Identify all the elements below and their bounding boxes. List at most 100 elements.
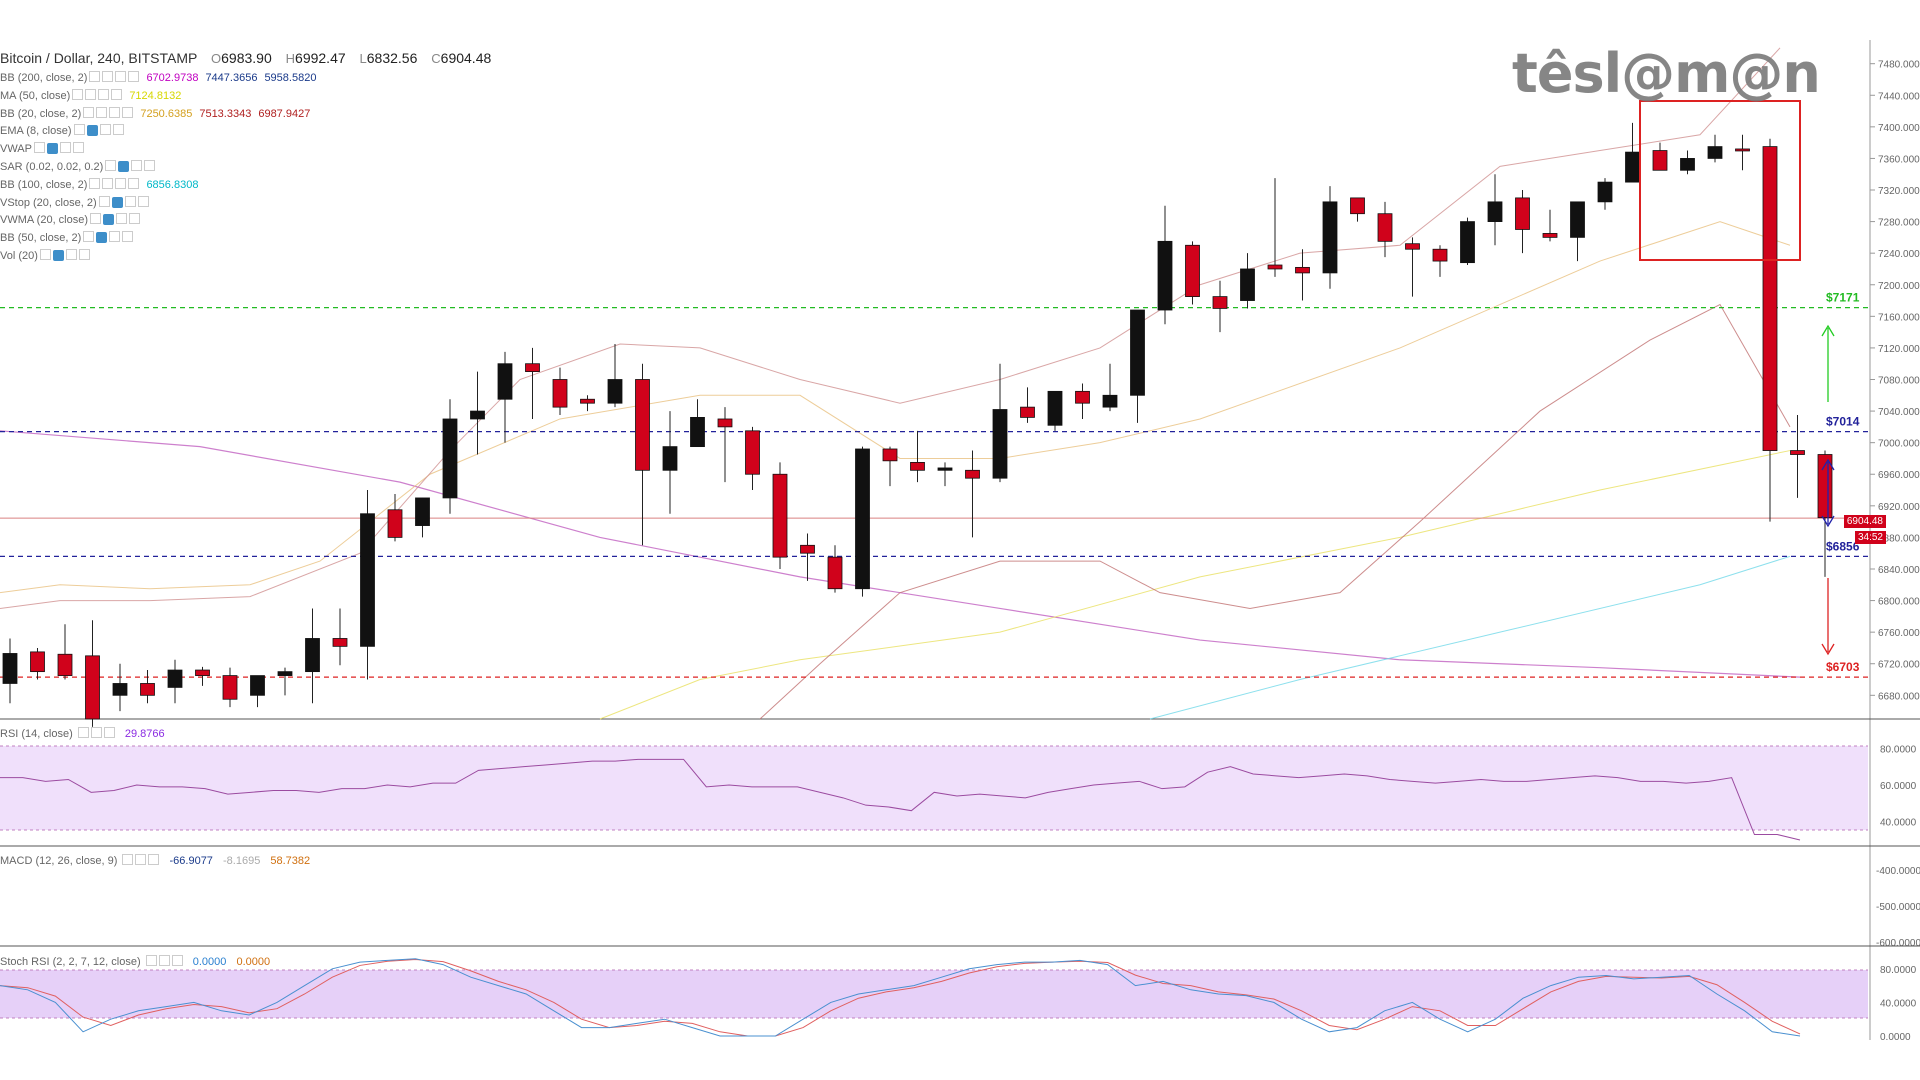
settings-icon[interactable] [83,106,95,118]
settings-icon[interactable] [34,142,45,154]
indicator-row: VWAP [0,142,84,155]
eye-icon[interactable] [52,250,64,261]
plus-icon[interactable] [131,160,143,171]
indicator-label[interactable]: VStop (20, close, 2) [0,196,97,209]
stoch-tick-label: 40.0000 [1880,998,1917,1009]
price-level-label: $6856 [1826,539,1860,553]
macd-tick-label: -600.0000 [1876,938,1920,949]
macd-label[interactable]: MACD (12, 26, close, 9) [0,855,118,867]
settings-icon[interactable] [72,88,84,100]
stoch-band [0,970,1868,1018]
plus-icon[interactable] [124,195,136,207]
eye-icon[interactable] [85,88,97,100]
candle-body [965,469,980,479]
indicator-label[interactable]: EMA (8, close) [0,125,72,138]
green-arrowhead [1821,324,1835,337]
candle-body [195,669,210,676]
indicator-label[interactable]: BB (50, close, 2) [0,232,82,245]
plus-icon[interactable] [99,124,111,136]
candle-body [937,467,953,471]
plus-icon[interactable] [60,142,71,154]
candle-body [580,398,595,404]
price-level-label: $7014 [1826,415,1860,429]
close-icon[interactable] [128,177,140,189]
settings-icon[interactable] [90,213,102,225]
y-tick-label: 6680.0000 [1878,691,1920,702]
candle-body [1130,309,1145,396]
y-tick-label: 7240.0000 [1878,249,1920,260]
plus-icon[interactable] [115,71,127,82]
price-level-label: $7171 [1826,291,1860,305]
indicator-row: BB (200, close, 2) 6702.9738 7447.3656 5958… [0,71,316,84]
y-tick-label: 7200.0000 [1878,281,1920,292]
indicator-label[interactable]: MA (50, close) [0,89,71,102]
bb20-basis-line [0,221,1791,594]
settings-icon[interactable] [89,177,101,189]
eye-icon[interactable] [111,196,123,208]
eye-icon[interactable] [118,161,130,172]
macd-legend: MACD (12, 26, close, 9) -66.9077 -8.1695… [0,854,310,867]
plus-icon[interactable] [98,88,110,100]
settings-icon[interactable] [122,854,134,865]
settings-icon[interactable] [89,71,101,82]
close-icon[interactable] [128,71,140,82]
settings-icon[interactable] [145,955,157,966]
eye-icon[interactable] [135,854,147,865]
candle-body [1487,201,1503,222]
settings-icon[interactable] [105,160,117,171]
close-icon[interactable] [148,854,160,865]
eye-icon[interactable] [102,177,114,189]
eye-icon[interactable] [158,955,170,966]
indicator-label[interactable]: BB (200, close, 2) [0,72,88,84]
close-icon[interactable] [129,213,141,225]
settings-icon[interactable] [98,195,110,207]
y-tick-label: 7440.0000 [1878,91,1920,102]
candle-body [1460,221,1475,264]
close-icon[interactable] [144,160,156,171]
plus-icon[interactable] [109,231,121,243]
close-icon[interactable] [78,249,90,260]
indicator-label[interactable]: Vol (20) [0,250,38,262]
candle-body [1652,150,1668,171]
close-icon[interactable] [111,88,123,100]
candle-body [470,410,485,420]
candle-body [305,638,320,673]
settings-icon[interactable] [39,249,51,260]
settings-icon[interactable] [73,124,85,136]
symbol-title[interactable]: Bitcoin / Dollar, 240, BITSTAMP [0,50,198,66]
eye-icon[interactable] [102,71,114,82]
indicator-row: Vol (20) [0,249,90,262]
plus-icon[interactable] [109,106,121,118]
eye-icon[interactable] [86,125,98,137]
close-icon[interactable] [122,231,134,243]
indicator-label[interactable]: BB (100, close, 2) [0,178,88,191]
rsi-label[interactable]: RSI (14, close) [0,728,73,740]
settings-icon[interactable] [83,231,95,243]
close-icon[interactable] [103,727,115,738]
close-icon[interactable] [122,106,134,118]
plus-icon[interactable] [65,249,77,260]
close-icon[interactable] [137,195,149,207]
indicator-label[interactable]: VWMA (20, close) [0,214,89,227]
eye-icon[interactable] [103,214,115,226]
close-value: 6904.48 [440,50,492,66]
close-icon[interactable] [73,142,84,154]
eye-icon[interactable] [96,106,108,118]
close-icon[interactable] [171,955,183,966]
indicator-label[interactable]: BB (20, close, 2) [0,107,82,120]
candle-body [992,409,1008,479]
candle-body [1790,450,1805,455]
eye-icon[interactable] [47,143,58,155]
blue-arrowheads [1821,458,1835,528]
indicator-label[interactable]: VWAP [0,143,32,156]
eye-icon[interactable] [90,727,102,738]
indicator-row: BB (20, close, 2) 7250.6385 7513.3343 6987.… [0,106,310,120]
stoch-label[interactable]: Stoch RSI (2, 2, 7, 12, close) [0,956,141,968]
plus-icon[interactable] [116,213,128,225]
plus-icon[interactable] [115,177,127,189]
indicator-label[interactable]: SAR (0.02, 0.02, 0.2) [0,161,104,173]
eye-icon[interactable] [96,232,108,244]
candle-body [1597,181,1613,203]
settings-icon[interactable] [77,727,89,738]
close-icon[interactable] [112,124,124,136]
